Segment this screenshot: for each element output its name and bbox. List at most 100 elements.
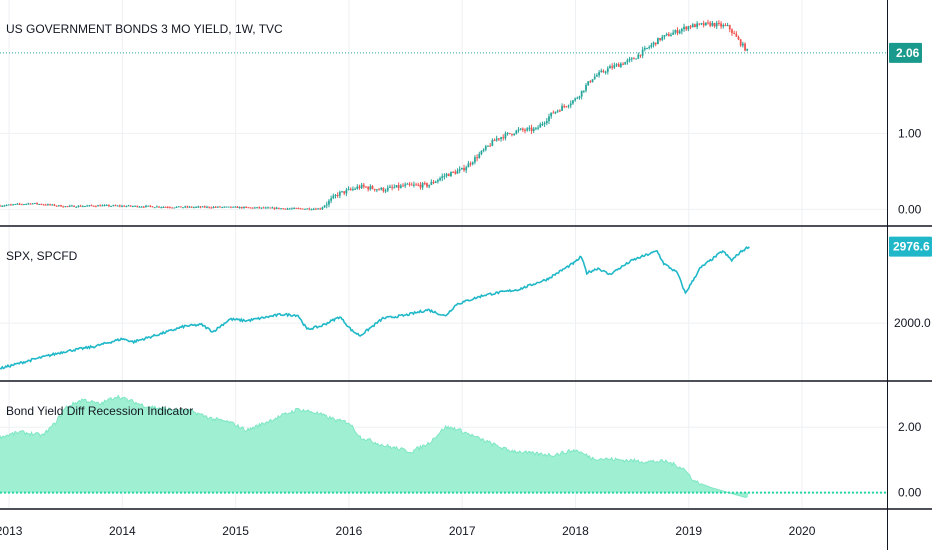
bond-candle [149,205,152,207]
indicator-y-tick-label: 0.00 [898,486,922,500]
bond-candle [591,79,594,83]
bond-candle [615,64,618,66]
bond-candle [567,105,570,107]
bond-candle [715,22,718,27]
bond-candle [269,207,272,209]
bond-price-tag-text: 2.06 [896,46,920,60]
bond-candle [129,205,132,207]
bond-candle [206,206,208,208]
bond-candle [386,187,389,191]
bond-candle [134,205,136,207]
bond-candle [384,190,387,192]
bond-candle [399,185,402,188]
bond-candle [635,58,638,60]
bond-candle [691,24,694,28]
bond-candle [741,43,744,46]
bond-candle [617,64,620,67]
bond-candle [112,205,115,207]
bond-candle [336,195,339,197]
bond-candle [469,163,472,165]
bond-candle [482,149,485,151]
bond-candle [192,207,195,209]
bond-candle [62,206,65,208]
bond-candle [528,127,531,129]
bond-candle [77,205,80,207]
bond-candle [589,81,592,83]
bond-candle [439,178,441,181]
bond-candle [114,205,117,207]
bond-candle [116,205,119,207]
bond-candle [704,22,707,26]
bond-candle [347,188,350,190]
bond-candle [121,205,123,207]
bond-candle [683,26,685,30]
bond-candle [14,204,17,206]
bond-candle [284,208,287,210]
bond-candle [31,203,34,205]
bond-candle [458,169,461,171]
bond-candle [569,103,572,106]
bond-candle [136,205,139,207]
bond-candle [670,34,672,37]
bond-candle [105,205,108,207]
indicator-area [0,395,749,498]
bond-candle [630,58,633,60]
spx-series-line [0,246,750,370]
bond-candle [234,206,237,208]
bond-candle [275,207,278,209]
bond-candle [535,127,537,129]
bond-candle [343,191,346,194]
bond-candle [55,205,58,207]
bond-candle [598,72,600,76]
bond-candle [596,75,598,77]
bond-candle [665,34,668,36]
bond-candle [687,26,690,30]
bond-candle [606,68,609,72]
bond-candle [253,207,256,209]
bond-candle [186,206,189,208]
bond-candle [306,208,309,210]
bond-candle [236,206,239,208]
bond-candle [713,23,716,27]
bond-candle [352,188,354,190]
bond-candle [251,207,254,209]
bond-candle [323,205,326,208]
bond-candle [208,206,211,208]
bond-candle [537,127,539,129]
x-tick-label: 2016 [336,524,363,538]
bond-candle [415,184,417,186]
bond-candle [739,39,742,46]
bond-candle [201,206,204,208]
bond-candle [733,33,736,35]
bond-candle [441,176,444,179]
indicator-pane-title: Bond Yield Diff Recession Indicator [6,404,194,418]
bond-candle [471,162,474,165]
bond-candle [637,54,640,59]
bond-candle [356,186,359,189]
bond-candle [247,207,250,209]
bond-candle [578,96,581,98]
bond-candle [221,206,224,208]
bond-candle [70,205,73,207]
x-tick-label: 2013 [0,524,23,538]
bond-candle [219,206,221,208]
bond-candle [604,71,607,73]
spx-price-tag [889,236,932,257]
bond-candle [521,128,524,130]
bond-candle [1,205,4,207]
bond-candle [262,207,265,209]
bond-candle [280,208,282,210]
bond-candle [406,183,409,185]
bond-candle [273,207,276,209]
bond-candle [402,185,404,187]
bond-candle [556,110,559,112]
bond-candle [378,189,380,191]
spx-price-tag-text: 2976.6 [893,240,930,254]
bond-candle [25,203,28,205]
bond-candle [718,22,720,24]
bond-candle [373,188,376,191]
bond-candle [232,206,235,208]
bond-candle [334,195,337,197]
bond-candle [541,124,544,126]
